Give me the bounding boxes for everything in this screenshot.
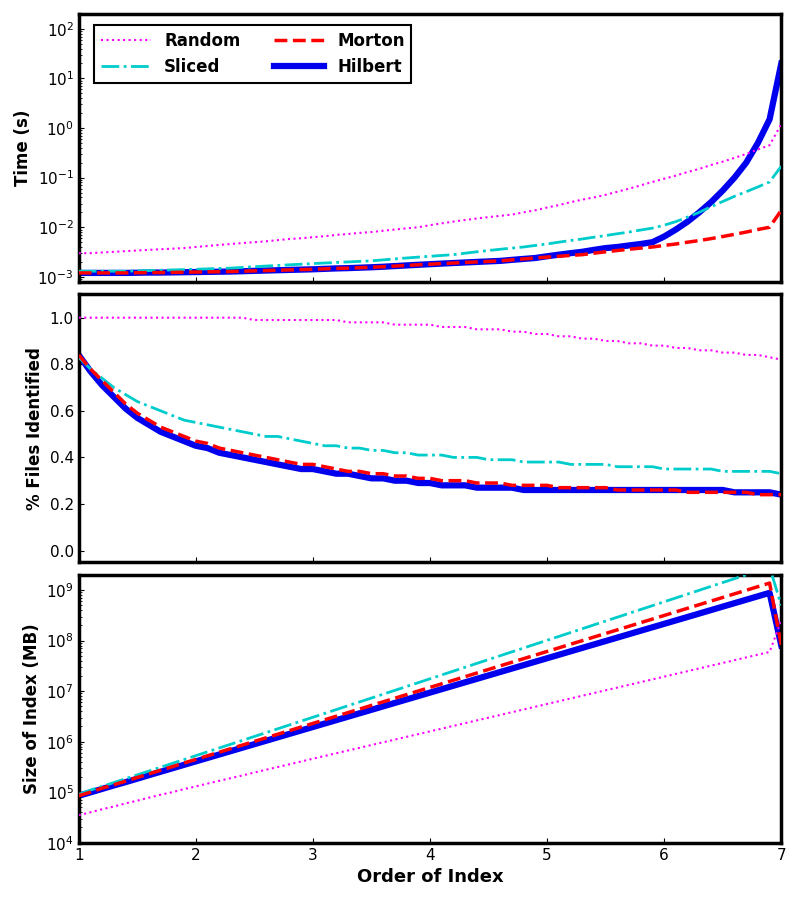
Hilbert — [495, 256, 505, 266]
Y-axis label: % Files Identified: % Files Identified — [26, 346, 44, 509]
Line: Hilbert: Hilbert — [78, 64, 782, 273]
Hilbert — [238, 266, 247, 276]
Legend: Random, Sliced, Morton, Hilbert: Random, Sliced, Morton, Hilbert — [94, 25, 411, 83]
Y-axis label: Time (s): Time (s) — [14, 110, 32, 186]
Random — [449, 216, 458, 227]
Random — [777, 119, 786, 130]
Morton — [320, 264, 330, 274]
Morton — [74, 267, 83, 278]
Hilbert — [74, 267, 83, 278]
X-axis label: Order of Index: Order of Index — [357, 868, 503, 886]
Random — [238, 238, 247, 248]
Morton — [777, 205, 786, 216]
Random — [495, 211, 505, 221]
Line: Random: Random — [78, 124, 782, 253]
Sliced — [449, 249, 458, 260]
Hilbert — [449, 257, 458, 268]
Sliced — [214, 263, 224, 274]
Y-axis label: Size of Index (MB): Size of Index (MB) — [22, 624, 41, 794]
Morton — [495, 256, 505, 266]
Hilbert — [777, 58, 786, 69]
Sliced — [495, 244, 505, 255]
Sliced — [320, 257, 330, 268]
Hilbert — [683, 216, 693, 227]
Line: Morton: Morton — [78, 211, 782, 273]
Random — [683, 166, 693, 177]
Morton — [214, 266, 224, 277]
Sliced — [683, 212, 693, 222]
Morton — [683, 237, 693, 248]
Hilbert — [214, 266, 224, 277]
Sliced — [74, 266, 83, 276]
Random — [320, 230, 330, 241]
Hilbert — [320, 264, 330, 274]
Sliced — [777, 161, 786, 172]
Morton — [449, 257, 458, 268]
Sliced — [238, 262, 247, 273]
Random — [214, 239, 224, 250]
Line: Sliced: Sliced — [78, 166, 782, 271]
Morton — [238, 266, 247, 276]
Random — [74, 248, 83, 258]
